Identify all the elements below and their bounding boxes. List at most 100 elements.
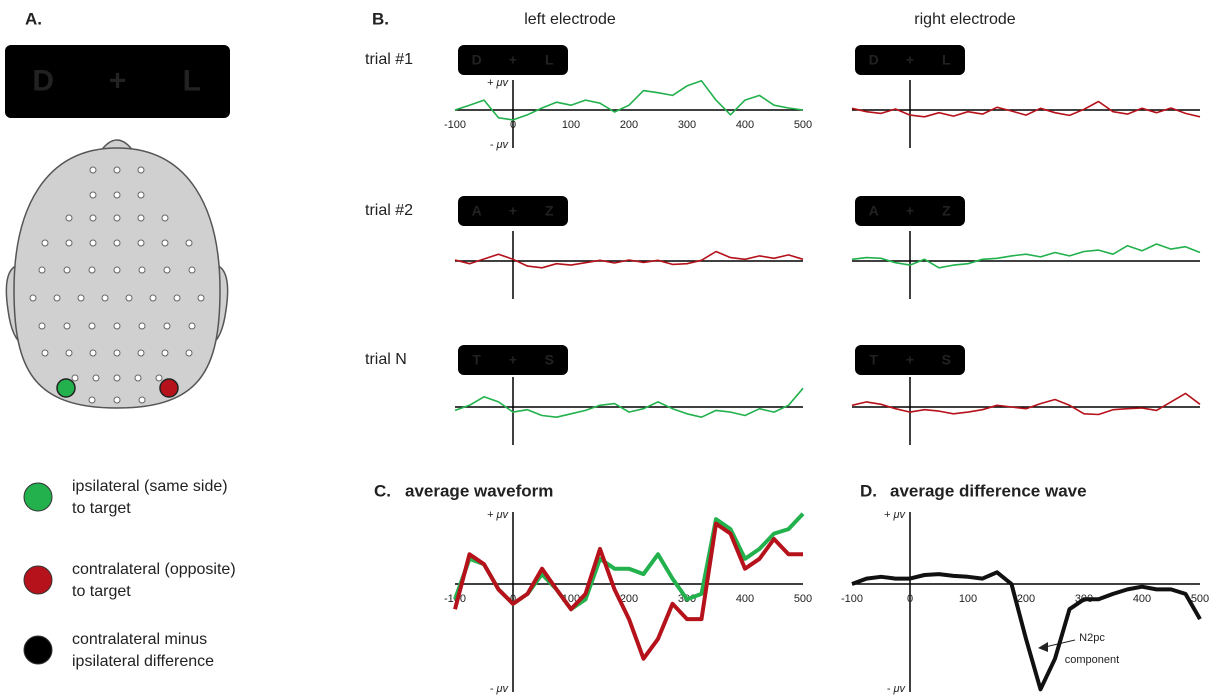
- electrode: [188, 266, 196, 274]
- stimulus-letter: +: [906, 203, 914, 219]
- x-tick-label: 0: [907, 593, 913, 605]
- stimulus-letter: T: [472, 352, 481, 368]
- electrode: [163, 322, 171, 330]
- electrode: [161, 239, 169, 247]
- stimulus-letter: +: [109, 64, 127, 97]
- panel-label: D.: [860, 481, 877, 500]
- electrode: [89, 166, 97, 174]
- stimulus-letter: +: [509, 52, 517, 68]
- stimulus-letter: Z: [942, 203, 951, 219]
- electrode: [138, 266, 146, 274]
- y-axis-label: - μv: [490, 683, 510, 695]
- stimulus-letter: +: [906, 52, 914, 68]
- electrode: [38, 322, 46, 330]
- x-tick-label: 400: [736, 119, 754, 131]
- arrow-head: [1038, 642, 1048, 652]
- electrodes: [29, 166, 205, 404]
- panel-title: average difference wave: [890, 481, 1087, 500]
- electrode: [71, 374, 79, 382]
- electrode: [29, 294, 37, 302]
- legend-swatch: [23, 635, 53, 665]
- electrode: [77, 294, 85, 302]
- electrode: [113, 239, 121, 247]
- waveform: [851, 392, 1201, 416]
- electrode: [137, 166, 145, 174]
- waveform: [851, 570, 1202, 692]
- electrode: [137, 239, 145, 247]
- x-tick-label: 0: [510, 593, 516, 605]
- electrode: [161, 349, 169, 357]
- head: [13, 147, 221, 409]
- y-axis-label: + μv: [487, 77, 510, 89]
- electrode: [125, 294, 133, 302]
- electrode: [138, 322, 146, 330]
- electrode: [88, 322, 96, 330]
- stimulus-letter: L: [183, 64, 201, 97]
- x-tick-label: 400: [1133, 593, 1151, 605]
- stimulus-letter: D: [869, 52, 879, 68]
- stimulus-letter: +: [509, 352, 517, 368]
- electrode: [41, 349, 49, 357]
- waveform: [453, 521, 803, 661]
- waveform: [454, 387, 804, 418]
- x-tick-label: -100: [841, 593, 863, 605]
- stimulus-letter: S: [942, 352, 951, 368]
- electrode: [113, 396, 121, 404]
- annotation: component: [1065, 654, 1119, 666]
- electrode: [63, 322, 71, 330]
- x-tick-label: 400: [736, 593, 754, 605]
- stimulus-letter: L: [942, 52, 951, 68]
- electrode: [185, 239, 193, 247]
- panel-label: B.: [372, 9, 389, 28]
- electrode: [113, 191, 121, 199]
- electrode: [173, 294, 181, 302]
- x-tick-label: 100: [562, 119, 580, 131]
- panel-label: C.: [374, 481, 391, 500]
- waveform: [454, 250, 804, 269]
- electrode: [65, 214, 73, 222]
- electrode: [163, 266, 171, 274]
- electrode: [41, 239, 49, 247]
- legend-text: ipsilateral difference: [72, 653, 214, 670]
- stimulus-box: [855, 196, 965, 226]
- electrode: [113, 374, 121, 382]
- stimulus-letter: D: [472, 52, 482, 68]
- ipsilateral-electrode: [56, 378, 76, 398]
- electrode: [113, 266, 121, 274]
- stimulus-letter: A: [472, 203, 482, 219]
- stimulus-box: [855, 345, 965, 375]
- stimulus-letter: S: [545, 352, 554, 368]
- electrode: [113, 214, 121, 222]
- trial-label: trial #2: [365, 202, 413, 219]
- x-tick-label: 200: [1017, 593, 1035, 605]
- x-tick-label: -100: [444, 119, 466, 131]
- electrode: [113, 166, 121, 174]
- electrode: [101, 294, 109, 302]
- x-tick-label: 500: [794, 593, 812, 605]
- column-title: left electrode: [524, 11, 616, 28]
- electrode: [134, 374, 142, 382]
- legend-swatch: [23, 482, 53, 512]
- contralateral-electrode: [159, 378, 179, 398]
- x-tick-label: 500: [1191, 593, 1209, 605]
- column-title: right electrode: [914, 11, 1015, 28]
- stimulus-box: [458, 45, 568, 75]
- electrode: [89, 239, 97, 247]
- legend-swatch: [23, 565, 53, 595]
- electrode: [88, 266, 96, 274]
- electrode: [188, 322, 196, 330]
- x-tick-label: 200: [620, 119, 638, 131]
- legend-text: contralateral minus: [72, 631, 207, 648]
- electrode: [149, 294, 157, 302]
- electrode: [137, 191, 145, 199]
- stimulus-letter: +: [509, 203, 517, 219]
- electrode: [113, 322, 121, 330]
- electrode: [38, 266, 46, 274]
- stimulus-letter: L: [545, 52, 554, 68]
- electrode: [161, 214, 169, 222]
- electrode: [92, 374, 100, 382]
- electrode: [53, 294, 61, 302]
- waveform: [454, 80, 804, 121]
- electrode: [113, 349, 121, 357]
